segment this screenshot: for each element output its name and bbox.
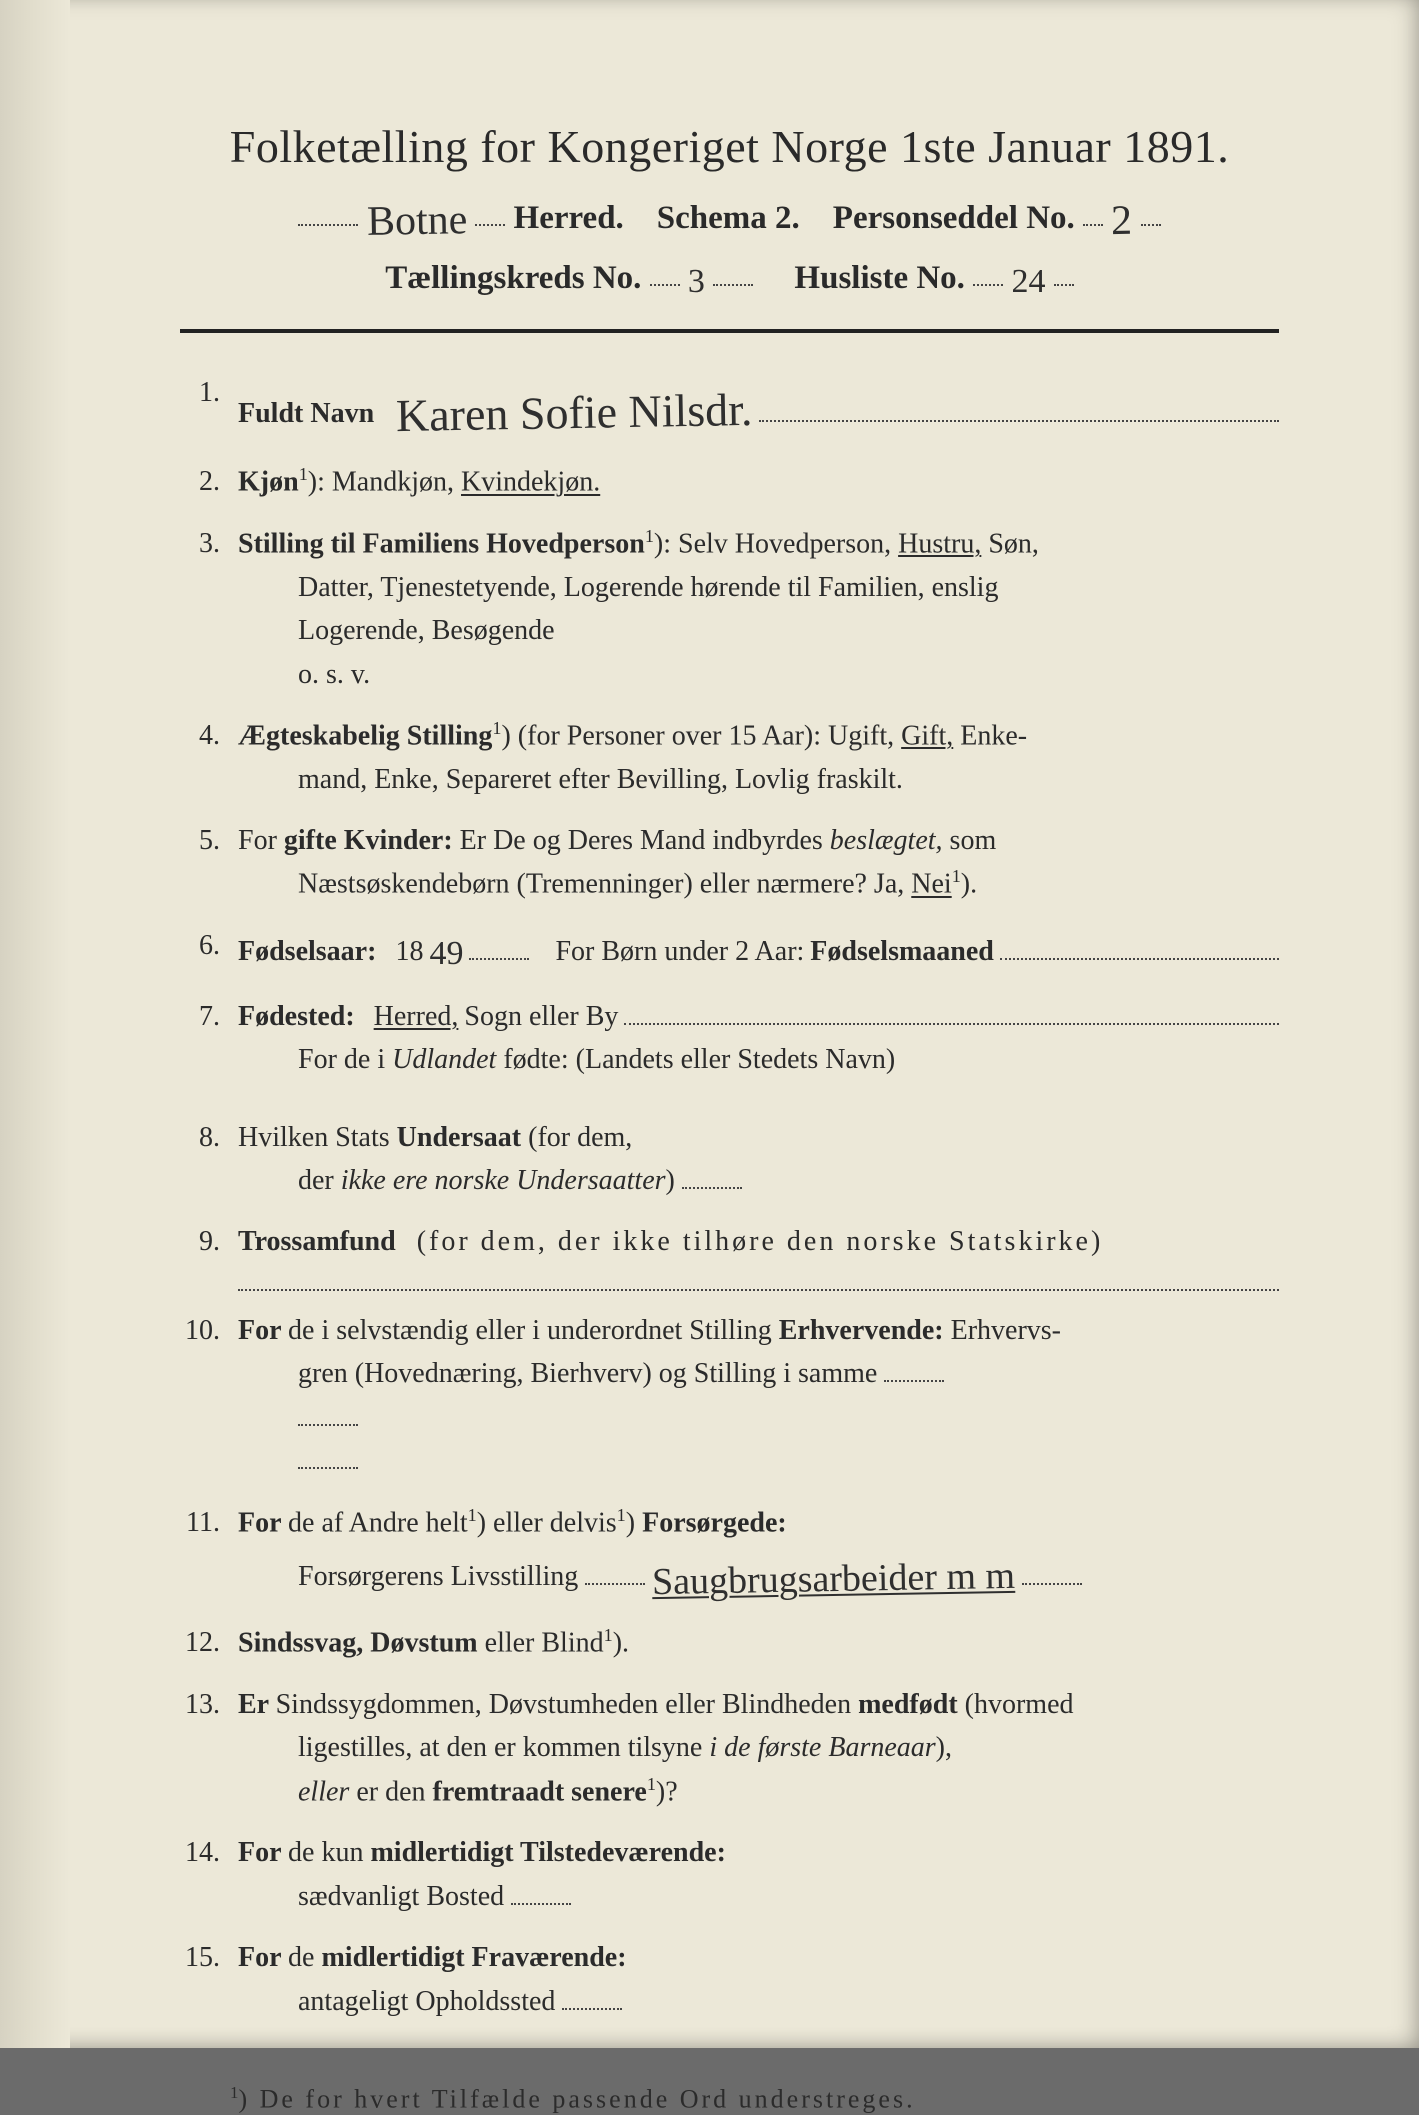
kreds-label: Tællingskreds No.: [385, 260, 641, 296]
field-9-religion: Trossamfund (for dem, der ikke tilhøre d…: [160, 1220, 1279, 1291]
field-7-selected: Herred,: [374, 995, 459, 1038]
header-line-3: Tællingskreds No. 3 Husliste No. 24: [150, 253, 1309, 297]
field-12-disability: Sindssvag, Døvstum eller Blind1).: [160, 1621, 1279, 1665]
field-1-label: Fuldt Navn: [238, 392, 374, 435]
personseddel-no-handwritten: 2: [1111, 197, 1133, 245]
field-1-handwritten: Karen Sofie Nilsdr.: [396, 374, 754, 452]
field-8-citizenship: Hvilken Stats Undersaat (for dem, der ik…: [160, 1116, 1279, 1203]
herred-label: Herred.: [514, 200, 624, 236]
field-7-birthplace: Fødested: Herred, Sogn eller By For de i…: [160, 995, 1279, 1082]
field-11-supported: For de af Andre helt1) eller delvis1) Fo…: [160, 1501, 1279, 1604]
field-2-sex: Kjøn1): Mandkjøn, Kvindekjøn.: [160, 460, 1279, 504]
field-4-selected: Gift,: [901, 720, 953, 751]
field-4-label: Ægteskabelig Stilling: [238, 720, 492, 751]
field-3-relation: Stilling til Familiens Hovedperson1): Se…: [160, 522, 1279, 696]
field-5-selected: Nei: [911, 869, 951, 900]
census-form-page: Folketælling for Kongeriget Norge 1ste J…: [0, 0, 1419, 2048]
field-1-name: Fuldt Navn Karen Sofie Nilsdr.: [160, 371, 1279, 442]
field-11-handwritten: Saugbrugsarbeider m m: [652, 1547, 1016, 1612]
field-15-temp-absent: For de midlertidigt Fraværende: antageli…: [160, 1936, 1279, 2023]
kreds-no-handwritten: 3: [688, 263, 705, 301]
schema-label: Schema 2.: [657, 200, 800, 236]
field-2-label: Kjøn: [238, 467, 299, 498]
form-fields: Fuldt Navn Karen Sofie Nilsdr. Kjøn1): M…: [160, 371, 1279, 2023]
field-14-temp-present: For de kun midlertidigt Tilstedeværende:…: [160, 1831, 1279, 1918]
field-6-birthyear: Fødselsaar: 1849 For Børn under 2 Aar: F…: [160, 924, 1279, 977]
husliste-no-handwritten: 24: [1011, 263, 1045, 301]
horizontal-rule: [180, 329, 1279, 333]
footnote-text: ) De for hvert Tilfælde passende Ord und…: [238, 2085, 915, 2114]
personseddel-label: Personseddel No.: [833, 200, 1075, 236]
header-line-2: Botne Herred. Schema 2. Personseddel No.…: [150, 191, 1309, 239]
field-2-opt-selected: Kvindekjøn.: [461, 467, 600, 498]
field-2-opt-pre: Mandkjøn,: [332, 467, 461, 498]
field-6-year-handwritten: 49: [429, 928, 463, 981]
footnote: 1) De for hvert Tilfælde passende Ord un…: [230, 2083, 1279, 2115]
field-3-label: Stilling til Familiens Hovedperson: [238, 528, 645, 559]
field-4-marital: Ægteskabelig Stilling1) (for Personer ov…: [160, 714, 1279, 801]
field-10-occupation: For de i selvstændig eller i underordnet…: [160, 1309, 1279, 1483]
page-title: Folketælling for Kongeriget Norge 1ste J…: [150, 120, 1309, 173]
field-13-congenital: Er Sindssygdommen, Døvstumheden eller Bl…: [160, 1683, 1279, 1814]
field-3-selected: Hustru,: [898, 528, 981, 559]
herred-handwritten: Botne: [366, 196, 467, 246]
husliste-label: Husliste No.: [794, 260, 965, 296]
field-5-related: For gifte Kvinder: Er De og Deres Mand i…: [160, 819, 1279, 906]
